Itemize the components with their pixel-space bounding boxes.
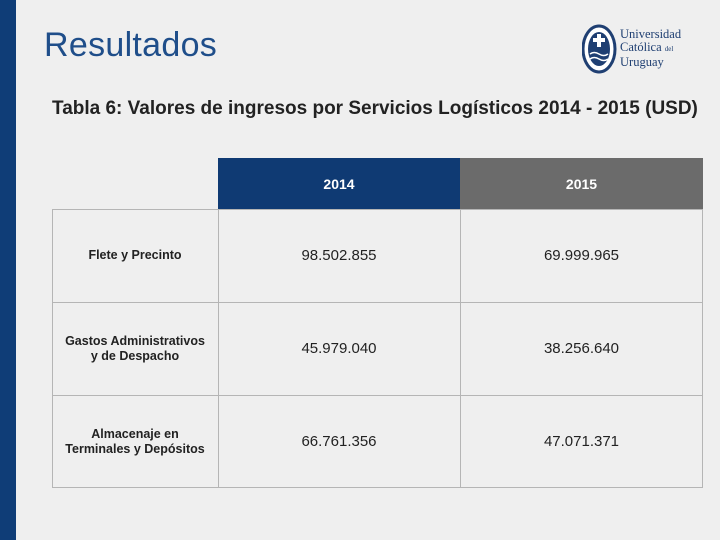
logo-line-2-word: Católica bbox=[620, 40, 662, 54]
cell-flete-2014: 98.502.855 bbox=[301, 247, 377, 264]
row-label-flete: Flete y Precinto bbox=[88, 248, 182, 262]
cell-flete-2015: 69.999.965 bbox=[543, 247, 620, 264]
row-divider bbox=[52, 302, 703, 303]
table-caption: Tabla 6: Valores de ingresos por Servici… bbox=[52, 98, 698, 119]
cell-almacenaje-2014: 66.761.356 bbox=[301, 433, 377, 450]
column-divider bbox=[218, 209, 219, 488]
cell-gastos-2015: 38.256.640 bbox=[543, 340, 620, 357]
university-logo: Universidad Católica del Uruguay bbox=[582, 24, 692, 74]
cell-gastos-2014: 45.979.040 bbox=[301, 340, 377, 357]
shield-crest-icon bbox=[582, 24, 617, 74]
logo-line-2: Católica del bbox=[620, 41, 681, 56]
logo-line-3: Uruguay bbox=[620, 55, 664, 69]
logo-line-1: Universidad bbox=[620, 27, 682, 41]
column-divider bbox=[460, 209, 461, 488]
logo-line-2-suffix: del bbox=[664, 45, 674, 53]
left-accent-bar bbox=[0, 0, 16, 540]
column-header-2014: 2014 bbox=[218, 158, 460, 209]
slide-title: Resultados bbox=[44, 26, 218, 64]
row-label-gastos: Gastos Administrativos y de Despacho bbox=[65, 333, 205, 363]
row-divider bbox=[52, 395, 703, 396]
cell-almacenaje-2015: 47.071.371 bbox=[543, 433, 620, 450]
logo-text: Universidad Católica del Uruguay bbox=[620, 28, 681, 69]
column-header-2015: 2015 bbox=[460, 158, 703, 209]
row-label-almacenaje: Almacenaje en Terminales y Depósitos bbox=[65, 426, 205, 456]
table-body bbox=[52, 209, 703, 488]
